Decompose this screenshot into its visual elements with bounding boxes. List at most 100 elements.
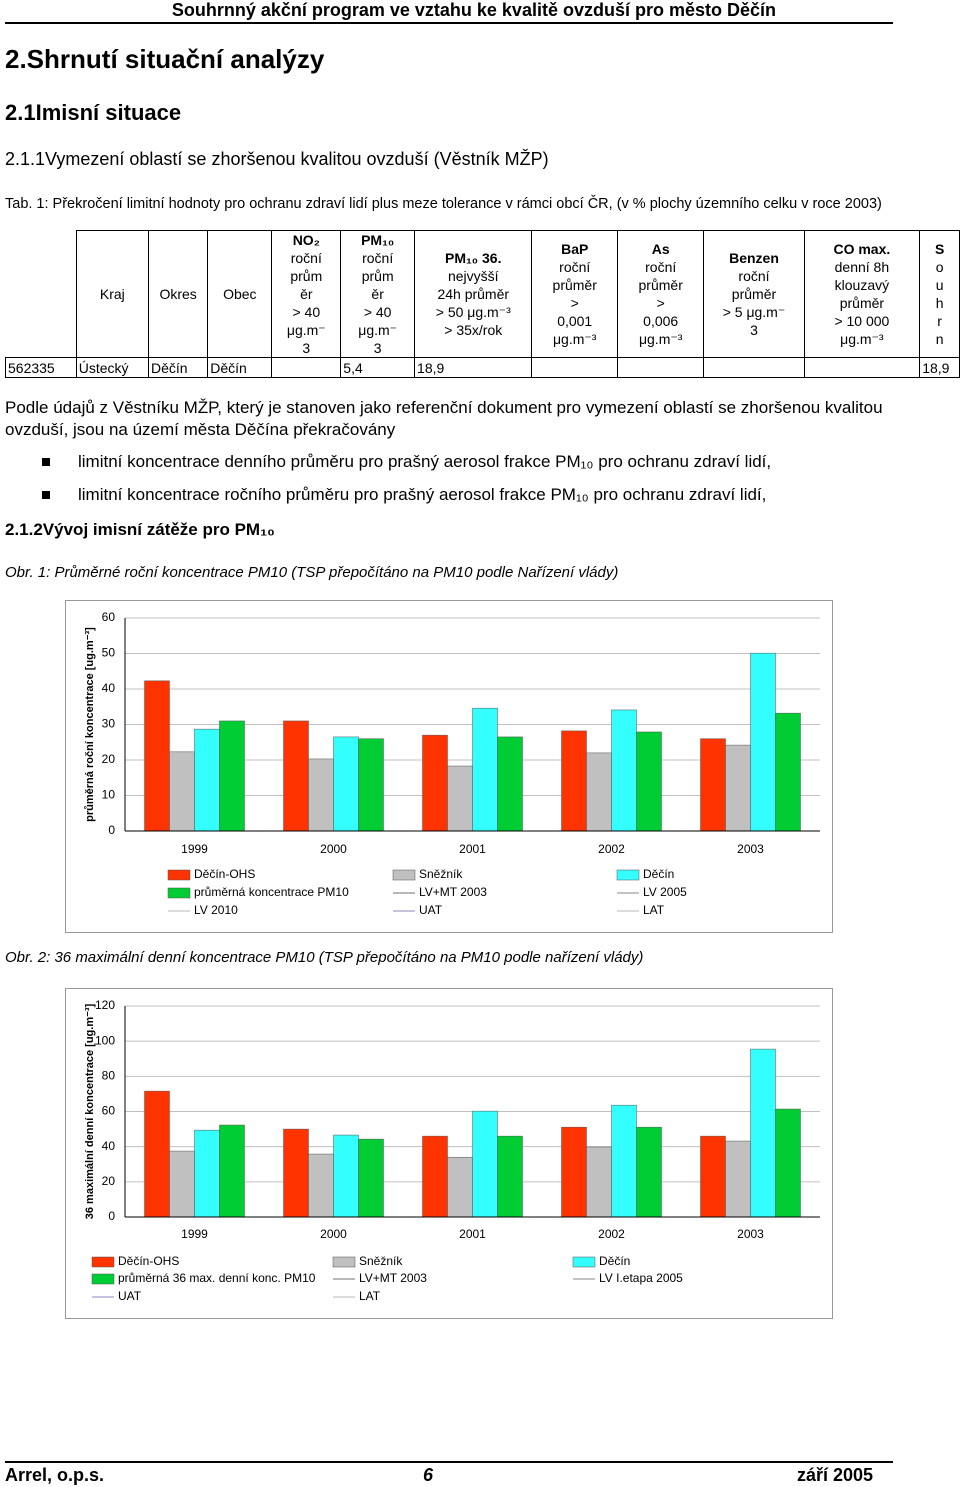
header-line: denní 8h [834,259,890,275]
bar [700,738,726,832]
bar [611,709,637,832]
bar [308,758,334,832]
legend-label: LV I.etapa 2005 [599,1271,683,1285]
bar [219,1124,245,1218]
header-line: PM₁₀ [361,232,395,248]
header-cell: Benzen roční průměr > 5 μg.m⁻ 3 [703,230,805,358]
legend-swatch [392,869,416,881]
legend-label: Děčín [599,1254,630,1268]
header-line: ěr [300,286,313,302]
header-line: μg.m⁻³ [638,331,683,347]
table-cell: Děčín [147,357,209,378]
x-tick-label: 2003 [737,842,764,856]
header-line: průměr [839,295,885,311]
y-tick-label: 120 [95,998,115,1012]
header-cell: As roční průměr >0,006 μg.m⁻³ [616,230,705,358]
header-line: > 10 000 [834,313,890,329]
x-tick-label: 2001 [459,842,486,856]
header-line: roční [738,268,770,284]
header-line: PM₁₀ 36. [445,250,502,266]
header-row: Kraj Okres Obec NO₂ roční prům ěr > 40 μg.m⁻ 3 PM₁… [5,230,960,358]
table-cell [616,357,705,378]
bar [561,730,587,832]
header-line: h [935,295,944,311]
header-line: roční [290,250,322,266]
page-number: 6 [423,1465,434,1485]
table-cell: 562335 [5,357,77,378]
header-line: BaP [561,241,589,257]
header-line: Kraj [99,286,125,302]
bar [333,1134,359,1218]
x-tick-label: 2002 [598,842,625,856]
table-row: 562335 Ústecký Děčín Děčín 5,4 18,9 18,9 [5,357,960,378]
header-line: 0,001 [557,313,593,329]
heading-3: 2.1.1Vymezení oblastí se zhoršenou kvali… [5,149,549,169]
bullet-text: limitní koncentrace denního průměru pro … [78,452,772,471]
bar [586,752,612,832]
x-tick-label: 2002 [598,1227,625,1241]
bar [636,731,662,832]
bar [586,1146,612,1218]
heading-2: 2.1Imisní situace [5,100,182,125]
y-tick-label: 100 [95,1033,115,1047]
y-tick-label: 60 [102,1104,116,1118]
header-line: NO₂ [292,232,320,248]
legend-label: LV+MT 2003 [359,1271,427,1285]
footer-rule [5,1461,893,1463]
legend-label: LAT [359,1289,381,1303]
header-cell: Kraj [75,230,149,358]
table: Kraj Okres Obec NO₂ roční prům ěr > 40 μg.m⁻ 3 PM₁… [5,230,960,378]
table-cell [703,357,805,378]
header-line: u [935,277,944,293]
x-tick-label: 1999 [181,1227,208,1241]
legend-swatch [167,869,191,881]
header-rule [5,22,893,24]
header-line: 3 [373,340,382,356]
y-tick-label: 40 [102,681,116,695]
table-caption: Tab. 1: Překročení limitní hodnoty pro o… [5,196,882,212]
header-line: 0,006 [643,313,679,329]
header-line: průměr [638,277,683,293]
bar [194,728,220,832]
bar [144,1090,170,1218]
figure-caption: Obr. 1: Průměrné roční koncentrace PM10 … [5,564,619,581]
header-cell: PM₁₀ 36. nejvyšší 24h průměr > 50 μg.m⁻³ > 3… [414,230,533,358]
bar [611,1104,637,1218]
header-line: průměr [552,277,597,293]
table-cell: Ústecký [75,357,149,378]
legend-label: průměrná 36 max. denní konc. PM10 [118,1271,316,1285]
header-line: > 50 μg.m⁻³ [435,304,511,320]
legend-label: LV 2010 [194,903,238,917]
footer-left: Arrel, o.p.s. [5,1465,105,1485]
bar [447,1156,473,1218]
bar [561,1126,587,1218]
heading-1: 2.Shrnutí situační analýzy [5,44,325,74]
y-tick-label: 0 [108,823,115,837]
legend-label: UAT [118,1289,142,1303]
header-line: > 35x/rok [444,322,503,338]
header-line: μg.m⁻ [358,322,398,338]
header-cell: PM₁₀ roční prům ěr > 40 μg.m⁻ 3 [340,230,416,358]
bar [333,736,359,832]
header-line: n [935,331,944,347]
table-cell: 18,9 [414,357,533,378]
bar [422,734,448,832]
header-cell: NO₂ roční prům ěr > 40 μg.m⁻ 3 [271,230,342,358]
header-line: 3 [302,340,311,356]
y-axis-title: průměrná roční koncentrace [ug.m⁻³] [84,627,96,822]
bar [725,744,751,832]
heading-4: 2.1.2Vývoj imisní zátěže pro PM₁₀ [5,520,275,539]
legend-label: průměrná koncentrace PM10 [194,885,349,899]
table-cell: 18,9 [919,357,960,378]
header-line: nejvyšší [447,268,499,284]
header-line: CO max. [833,241,891,257]
legend-label: Děčín-OHS [194,867,255,881]
header-line: roční [559,259,591,275]
bar [472,707,498,832]
bar [497,736,523,832]
table-cell [531,357,618,378]
bar [750,652,776,832]
paragraph: Podle údajů z Věstníku MŽP, který je sta… [5,398,883,439]
